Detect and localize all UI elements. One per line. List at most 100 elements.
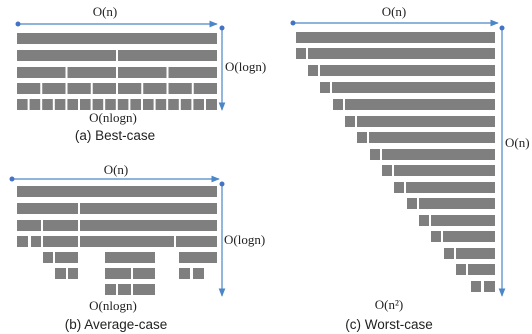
- bar: [382, 165, 392, 176]
- bar: [345, 116, 355, 127]
- bar: [105, 284, 116, 295]
- bar: [443, 231, 495, 242]
- bar: [31, 236, 41, 247]
- panel-worst-case: O(n) O(n) O(n²) (c) Worst-case: [290, 4, 530, 332]
- width-label: O(n): [104, 162, 129, 177]
- bar: [332, 82, 495, 93]
- bar: [17, 236, 28, 247]
- bar: [92, 83, 116, 94]
- bar: [67, 67, 116, 78]
- bar: [471, 281, 481, 292]
- bar: [17, 203, 78, 214]
- bar: [105, 252, 155, 263]
- bars-best-case: [17, 33, 217, 110]
- bars-average-case: [17, 186, 217, 295]
- bar: [17, 186, 217, 197]
- bar: [193, 268, 204, 279]
- panel-best-case: O(n) O(logn) O(nlogn) (a) Best-case: [15, 4, 266, 143]
- width-arrow-start-dot: [15, 21, 21, 27]
- bar: [419, 198, 495, 209]
- bar: [357, 132, 367, 143]
- height-label: O(logn): [225, 59, 266, 74]
- bar: [176, 236, 217, 247]
- bar: [17, 67, 66, 78]
- bar: [17, 33, 217, 44]
- bar: [80, 236, 174, 247]
- bar: [67, 83, 91, 94]
- bar: [105, 268, 131, 279]
- bar: [444, 248, 454, 259]
- bar: [43, 252, 53, 263]
- cost-label: O(nlogn): [89, 298, 137, 313]
- bar: [320, 65, 495, 76]
- bar: [133, 284, 155, 295]
- bar: [68, 268, 78, 279]
- width-label: O(n): [382, 4, 407, 19]
- bar: [431, 215, 495, 226]
- bar: [80, 203, 217, 214]
- bar: [42, 99, 53, 110]
- bar: [168, 99, 179, 110]
- bar: [168, 67, 217, 78]
- height-arrow-start-dot: [219, 25, 225, 31]
- height-label: O(n): [505, 135, 530, 150]
- bar: [484, 281, 495, 292]
- bar: [54, 99, 66, 110]
- bar: [168, 83, 192, 94]
- bar: [117, 99, 129, 110]
- bar: [133, 268, 155, 279]
- width-arrow-start-dot: [290, 20, 296, 26]
- bar: [193, 99, 204, 110]
- bar: [55, 268, 66, 279]
- bar: [370, 149, 380, 160]
- bar: [17, 50, 116, 61]
- bars-worst-case: [296, 32, 495, 292]
- bar: [67, 99, 78, 110]
- bar: [193, 83, 217, 94]
- bar: [382, 149, 495, 160]
- bar: [55, 252, 78, 263]
- bar: [43, 220, 78, 231]
- bar: [369, 132, 495, 143]
- bar: [407, 198, 417, 209]
- bar: [80, 220, 217, 231]
- bar: [468, 264, 495, 275]
- width-label: O(n): [93, 4, 118, 19]
- bar: [29, 99, 41, 110]
- bar: [155, 99, 167, 110]
- bar: [43, 236, 78, 247]
- bar: [92, 99, 104, 110]
- bar: [118, 83, 142, 94]
- panel-average-case: O(n) O(logn) O(nlogn) (b) Average-case: [9, 162, 265, 332]
- bar: [406, 182, 495, 193]
- height-arrow-start-dot: [219, 181, 225, 187]
- bar: [17, 220, 41, 231]
- bar: [206, 99, 217, 110]
- bar: [118, 67, 167, 78]
- cost-label: O(n²): [375, 297, 403, 312]
- bar: [143, 99, 154, 110]
- bar: [143, 83, 167, 94]
- bar: [394, 182, 404, 193]
- bar: [296, 32, 495, 43]
- height-arrow-start-dot: [499, 25, 505, 31]
- bar: [320, 82, 330, 93]
- bar: [308, 65, 318, 76]
- bar: [17, 83, 41, 94]
- bar: [333, 99, 343, 110]
- bar: [17, 99, 28, 110]
- bar: [118, 50, 217, 61]
- caption-average-case: (b) Average-case: [65, 317, 168, 332]
- bar: [179, 268, 190, 279]
- bar: [296, 48, 306, 59]
- caption-worst-case: (c) Worst-case: [345, 317, 433, 332]
- width-arrow-start-dot: [9, 176, 15, 182]
- bar: [456, 264, 466, 275]
- bar: [308, 48, 495, 59]
- bar: [105, 99, 116, 110]
- caption-best-case: (a) Best-case: [75, 128, 155, 143]
- bar: [179, 252, 217, 263]
- bar: [130, 99, 141, 110]
- bar: [431, 231, 441, 242]
